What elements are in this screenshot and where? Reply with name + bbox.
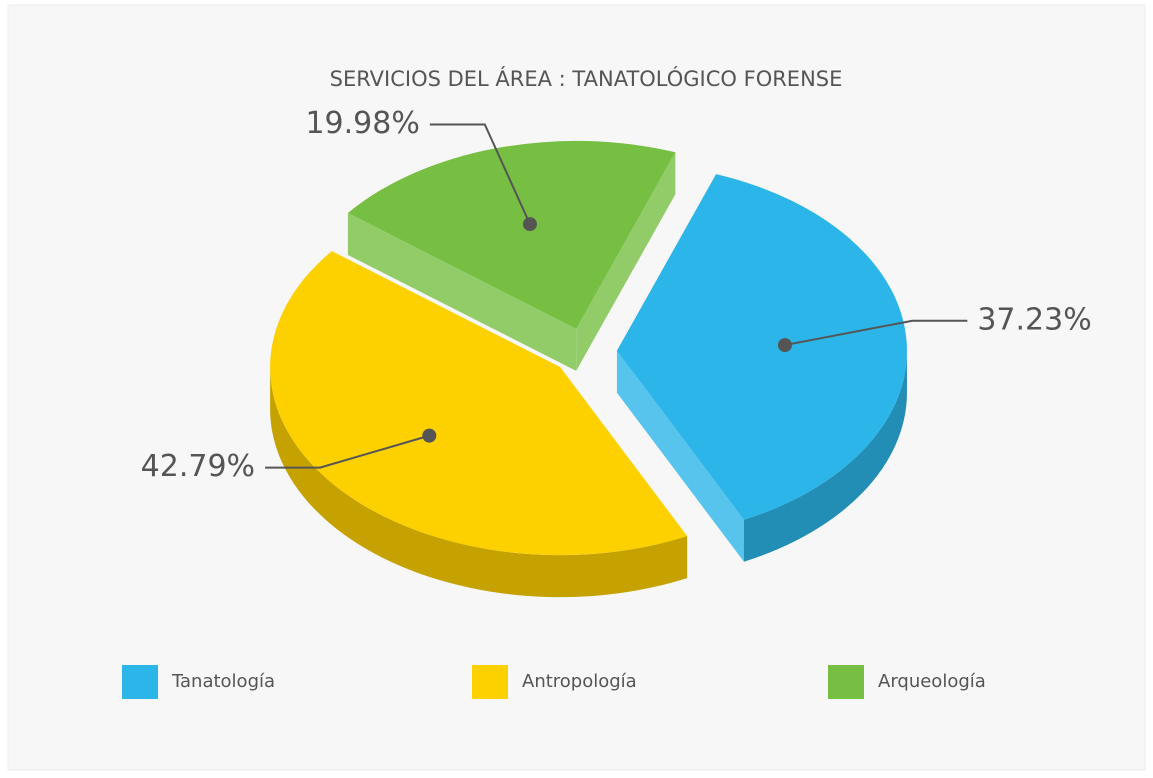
pie-slice bbox=[270, 251, 688, 598]
legend-swatch bbox=[122, 665, 158, 699]
chart-title: SERVICIOS DEL ÁREA : TANATOLÓGICO FORENS… bbox=[330, 66, 843, 91]
slice-top bbox=[347, 140, 676, 329]
slice-wall bbox=[576, 152, 676, 371]
legend-label: Tanatología bbox=[171, 671, 275, 692]
leader-dot bbox=[522, 217, 537, 232]
legend-swatch bbox=[828, 665, 864, 699]
pie-slice bbox=[347, 140, 676, 371]
data-label: 19.98% bbox=[305, 106, 419, 141]
legend-label: Antropología bbox=[522, 671, 637, 692]
leader-line bbox=[429, 123, 531, 225]
slice-side bbox=[743, 350, 907, 562]
chart-panel bbox=[7, 4, 1146, 771]
legend-swatch bbox=[472, 665, 508, 699]
slice-wall bbox=[347, 212, 577, 371]
slice-side bbox=[270, 367, 688, 598]
slice-wall bbox=[616, 350, 744, 562]
slice-top bbox=[616, 174, 907, 520]
slice-top bbox=[270, 251, 688, 556]
legend-label: Arqueología bbox=[878, 671, 986, 692]
data-label: 42.79% bbox=[141, 449, 255, 484]
data-label: 37.23% bbox=[977, 302, 1091, 337]
leader-dot bbox=[777, 338, 792, 353]
leader-line bbox=[265, 434, 430, 469]
leader-line bbox=[784, 319, 968, 347]
leader-dot bbox=[422, 428, 437, 443]
pie-slice bbox=[616, 174, 907, 562]
